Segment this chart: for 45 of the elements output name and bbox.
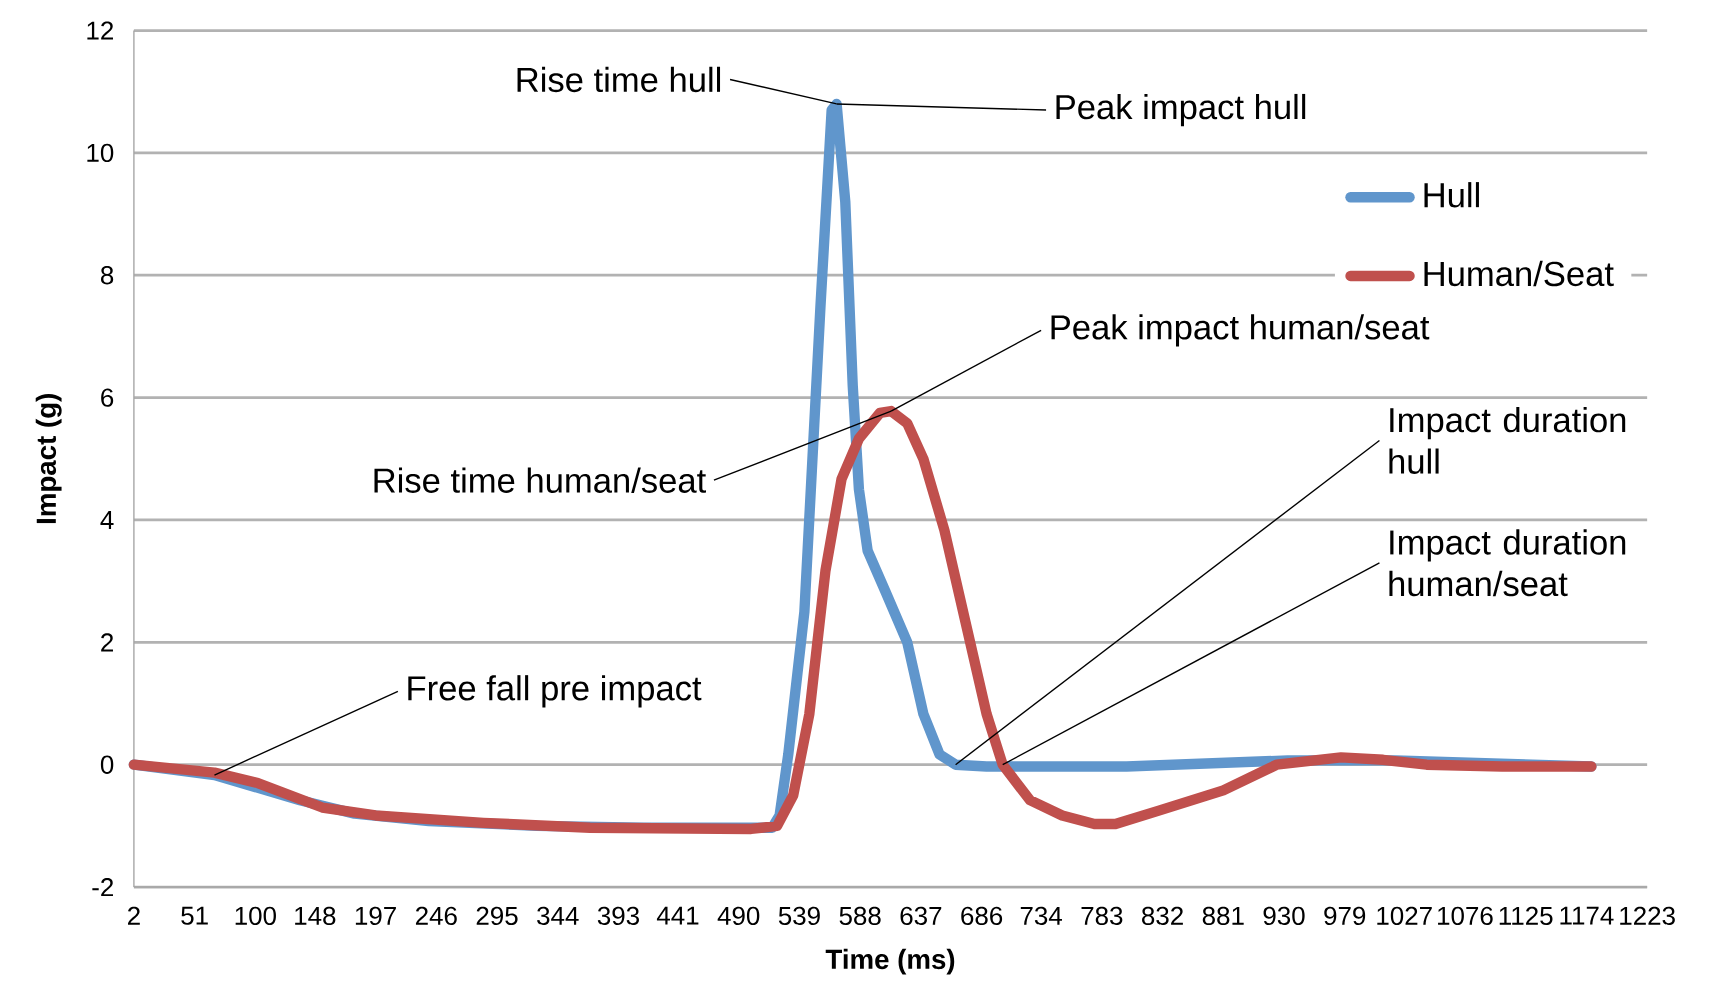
x-tick-label: 344: [537, 906, 579, 925]
x-tick-label: 783: [1081, 906, 1123, 925]
x-tick-label: 637: [900, 906, 942, 925]
y-tick-label: 6: [101, 388, 114, 407]
x-tick-label: 246: [415, 906, 457, 925]
x-tick-label: 1076: [1438, 906, 1493, 925]
y-tick-label: 2: [101, 633, 113, 652]
x-tick-label: 295: [476, 906, 518, 925]
annotation: Impact duration hull: [1389, 406, 1626, 474]
annotation: Peak impact hull: [1056, 93, 1306, 127]
annotation: Rise time hull: [517, 66, 721, 93]
y-tick-label: 8: [101, 265, 114, 285]
x-tick-label: 490: [717, 906, 760, 925]
x-tick-label: 539: [778, 906, 820, 925]
legend-label: Hull: [1424, 181, 1479, 208]
x-tick-label: 930: [1263, 906, 1305, 925]
x-tick-label: 832: [1142, 906, 1183, 925]
x-tick-label: 441: [656, 906, 699, 925]
annotation: Peak impact human/seat: [1051, 314, 1430, 347]
y-tick-label: 4: [100, 510, 114, 529]
x-tick-label: 1027: [1377, 906, 1432, 925]
x-tick-label: 148: [295, 906, 336, 925]
x-tick-label: 734: [1020, 906, 1062, 925]
x-axis-title: Time (ms): [825, 948, 955, 975]
annotation: Rise time human/seat: [374, 467, 706, 493]
x-tick-label: 881: [1202, 906, 1244, 925]
x-tick-label: 197: [355, 906, 396, 925]
y-tick-label: 10: [87, 143, 114, 162]
x-tick-label: 1223: [1620, 906, 1675, 925]
annotation: Impact duration human/seat: [1389, 529, 1626, 597]
y-tick-label: -2: [92, 877, 113, 896]
x-tick-label: 686: [961, 906, 1003, 925]
x-tick-label: 1174: [1560, 906, 1614, 925]
y-tick-label: 12: [87, 21, 113, 40]
legend-label: Human/Seat: [1424, 260, 1614, 287]
x-tick-label: 2: [127, 906, 140, 925]
y-axis-title: Impact (g): [35, 393, 62, 523]
x-tick-label: 1125: [1499, 906, 1553, 925]
x-tick-label: 100: [235, 906, 276, 925]
x-tick-label: 588: [839, 906, 881, 925]
annotation: Free fall pre impact: [408, 675, 702, 708]
x-tick-label: 51: [181, 906, 208, 925]
x-tick-label: 393: [597, 906, 639, 925]
y-tick-label: 0: [100, 755, 114, 774]
x-tick-label: 979: [1324, 906, 1366, 925]
